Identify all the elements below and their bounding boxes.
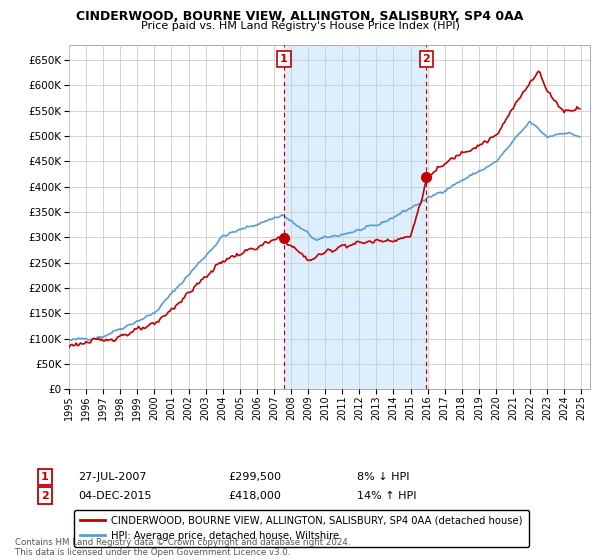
Bar (284, 45, 426, 389)
Text: 27-JUL-2007: 27-JUL-2007 (78, 472, 146, 482)
Text: 04-DEC-2015: 04-DEC-2015 (78, 491, 151, 501)
Text: £299,500: £299,500 (228, 472, 281, 482)
Text: 8% ↓ HPI: 8% ↓ HPI (357, 472, 409, 482)
Text: 1: 1 (41, 472, 49, 482)
Text: 1: 1 (280, 54, 288, 64)
Text: 14% ↑ HPI: 14% ↑ HPI (357, 491, 416, 501)
Text: £418,000: £418,000 (228, 491, 281, 501)
Text: Contains HM Land Registry data © Crown copyright and database right 2024.
This d: Contains HM Land Registry data © Crown c… (15, 538, 350, 557)
Text: Price paid vs. HM Land Registry's House Price Index (HPI): Price paid vs. HM Land Registry's House … (140, 21, 460, 31)
Text: CINDERWOOD, BOURNE VIEW, ALLINGTON, SALISBURY, SP4 0AA: CINDERWOOD, BOURNE VIEW, ALLINGTON, SALI… (76, 10, 524, 23)
Text: 2: 2 (422, 54, 430, 64)
Legend: CINDERWOOD, BOURNE VIEW, ALLINGTON, SALISBURY, SP4 0AA (detached house), HPI: Av: CINDERWOOD, BOURNE VIEW, ALLINGTON, SALI… (74, 510, 529, 547)
Text: 2: 2 (41, 491, 49, 501)
